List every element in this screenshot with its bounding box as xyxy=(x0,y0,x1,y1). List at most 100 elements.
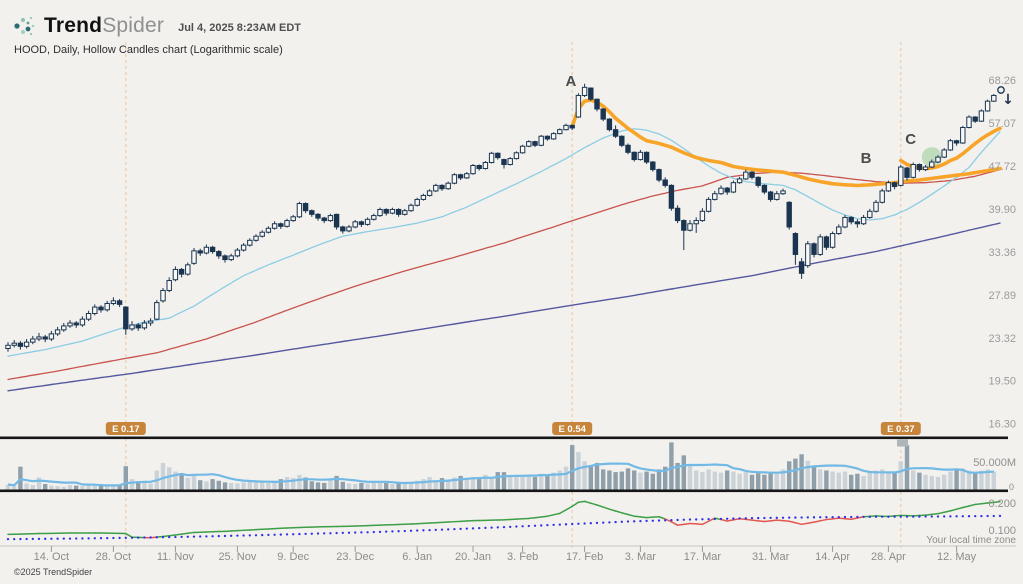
signal-dot xyxy=(850,515,853,519)
candle xyxy=(637,151,644,161)
price-axis-label: 57.07 xyxy=(988,118,1016,130)
volume-bar xyxy=(334,475,339,491)
signal-dot xyxy=(868,515,871,518)
volume-bar xyxy=(402,483,407,491)
candle xyxy=(371,215,377,220)
signal-dot xyxy=(310,532,313,535)
candle xyxy=(941,149,947,158)
volume-bar xyxy=(439,478,445,491)
candle xyxy=(377,208,383,217)
oscillator-line-segment xyxy=(893,514,902,517)
signal-dot xyxy=(713,517,716,521)
candle xyxy=(209,246,216,253)
candle xyxy=(935,156,941,163)
earnings-badge[interactable] xyxy=(105,422,146,435)
signal-dot xyxy=(329,532,332,535)
signal-dot xyxy=(416,529,419,532)
candle xyxy=(451,174,458,184)
candle xyxy=(17,342,24,347)
volume-bar xyxy=(167,467,172,491)
volume-bar xyxy=(260,481,265,491)
oscillator-line-segment xyxy=(962,505,970,509)
candle xyxy=(30,338,36,343)
signal-dot xyxy=(843,515,847,519)
panel-resize-handle[interactable] xyxy=(897,439,908,447)
oscillator-line-segment xyxy=(924,513,933,516)
signal-dot xyxy=(403,529,406,533)
oscillator-line-segment xyxy=(627,513,635,517)
signal-dot xyxy=(502,525,506,529)
volume-bar xyxy=(508,475,513,491)
candle xyxy=(631,151,637,161)
volume-bar xyxy=(520,474,525,491)
candle xyxy=(296,203,303,218)
candle xyxy=(705,198,712,212)
volume-bar xyxy=(663,466,668,491)
signal-dot xyxy=(81,537,84,540)
volume-bar xyxy=(359,482,364,491)
date-axis-label: 3. Feb xyxy=(507,551,538,563)
candle xyxy=(848,216,854,223)
signal-dot xyxy=(583,522,586,525)
candle xyxy=(23,341,30,347)
candle xyxy=(327,215,334,222)
volume-bar xyxy=(303,477,308,491)
earnings-badge[interactable] xyxy=(552,422,593,435)
volume-bar xyxy=(55,486,60,491)
signal-dot xyxy=(242,534,245,537)
sma20-line xyxy=(7,128,1001,357)
signal-dot xyxy=(56,537,59,540)
candle xyxy=(662,179,668,186)
oscillator-line-segment xyxy=(800,522,809,526)
volume-bar xyxy=(625,468,631,491)
annotation-letter-C[interactable]: C xyxy=(905,131,916,148)
signal-dot xyxy=(558,523,561,526)
volume-bar xyxy=(328,480,333,491)
signal-dot xyxy=(533,524,537,527)
volume-bar xyxy=(210,479,215,491)
oscillator-line-segment xyxy=(174,533,183,536)
volume-bar xyxy=(545,474,550,491)
candle xyxy=(767,191,774,200)
signal-dot xyxy=(750,517,754,520)
annotation-letter-B[interactable]: B xyxy=(861,150,872,167)
signal-dot xyxy=(608,521,611,524)
signal-dot xyxy=(924,515,927,518)
volume-bar xyxy=(619,471,624,491)
candle xyxy=(575,94,582,118)
volume-bar xyxy=(700,472,705,491)
candle xyxy=(247,239,253,246)
volume-bar xyxy=(805,460,810,491)
date-axis-label: 3. Mar xyxy=(625,551,657,563)
signal-dot xyxy=(230,534,233,537)
volume-bar xyxy=(830,471,835,491)
signal-dot xyxy=(267,533,270,537)
signal-dot xyxy=(62,537,65,540)
oscillator-line-segment xyxy=(162,535,170,538)
signal-dot xyxy=(248,534,251,537)
signal-dot xyxy=(391,530,394,533)
candle xyxy=(389,208,396,214)
candle xyxy=(873,201,879,212)
candle xyxy=(718,187,724,195)
earnings-badge[interactable] xyxy=(880,422,921,435)
signal-dot xyxy=(316,532,320,535)
candle xyxy=(116,300,123,305)
candle xyxy=(538,135,544,146)
signal-dot xyxy=(719,517,723,521)
volume-bar xyxy=(74,485,79,491)
volume-bar xyxy=(61,486,66,491)
signal-dot xyxy=(831,516,834,519)
signal-dot xyxy=(360,531,363,534)
candle xyxy=(650,161,656,171)
signal-dot xyxy=(168,535,171,539)
oscillator-line-segment xyxy=(180,532,189,535)
signal-dot xyxy=(788,516,791,519)
signal-dot xyxy=(639,519,642,523)
candle xyxy=(786,201,792,228)
candle xyxy=(321,217,327,222)
candle xyxy=(54,329,61,335)
annotation-letter-A[interactable]: A xyxy=(566,73,577,90)
